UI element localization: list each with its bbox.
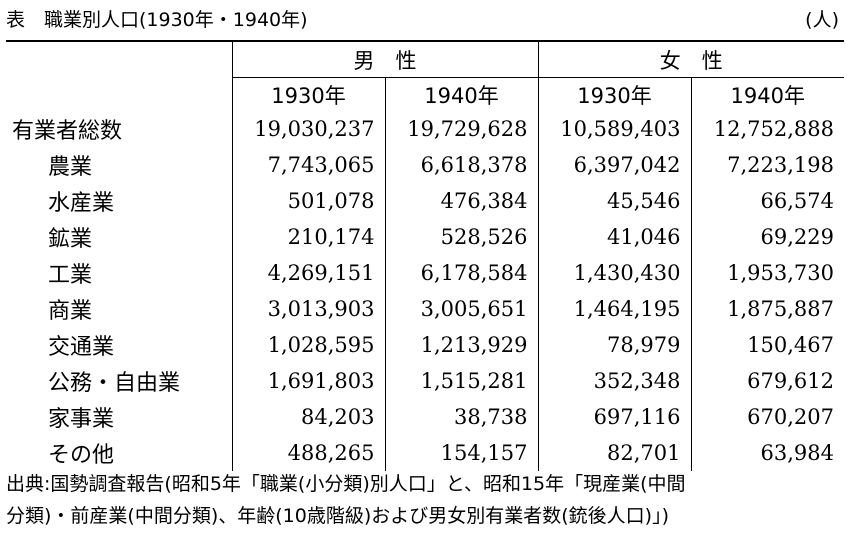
cell-m1930: 1,691,803 xyxy=(231,363,385,399)
table-row: 家事業 84,203 38,738 697,116 670,207 xyxy=(6,399,844,435)
header-female: 女 性 xyxy=(537,40,844,78)
row-label: 有業者総数 xyxy=(12,119,123,144)
row-label: その他 xyxy=(48,443,115,468)
table-row: 水産業 501,078 476,384 45,546 66,574 xyxy=(6,183,844,219)
source-line-1: 出典:国勢調査報告(昭和5年「職業(小分類)別人口」と、昭和15年「現産業(中間 xyxy=(6,473,686,495)
cell-f1930: 1,464,195 xyxy=(537,291,691,327)
cell-f1940: 1,875,887 xyxy=(690,291,844,327)
cell-f1940: 150,467 xyxy=(690,327,844,363)
table-row: 工業 4,269,151 6,178,584 1,430,430 1,953,730 xyxy=(6,255,844,291)
row-label: 商業 xyxy=(48,299,93,324)
cell-f1940: 63,984 xyxy=(690,435,844,471)
cell-f1940: 69,229 xyxy=(690,219,844,255)
table-caption: 表 職業別人口(1930年・1940年) (人) xyxy=(6,4,845,36)
table-body: 有業者総数 19,030,237 19,729,628 10,589,403 12,75… xyxy=(6,111,844,471)
cell-f1930: 78,979 xyxy=(537,327,691,363)
population-table: 男 性 女 性 1930年 1940年 1930年 1940年 有業者総数 19,… xyxy=(6,40,844,471)
cell-f1940: 7,223,198 xyxy=(690,147,844,183)
cell-m1930: 4,269,151 xyxy=(231,255,385,291)
table-row: 農業 7,743,065 6,618,378 6,397,042 7,223,198 xyxy=(6,147,844,183)
cell-m1940: 1,515,281 xyxy=(384,363,538,399)
cell-f1940: 670,207 xyxy=(690,399,844,435)
row-label: 家事業 xyxy=(48,407,115,432)
cell-f1930: 6,397,042 xyxy=(537,147,691,183)
source-note: 出典:国勢調査報告(昭和5年「職業(小分類)別人口」と、昭和15年「現産業(中間… xyxy=(6,468,846,532)
cell-m1940: 19,729,628 xyxy=(384,111,538,147)
table-row: 鉱業 210,174 528,526 41,046 69,229 xyxy=(6,219,844,255)
cell-f1930: 1,430,430 xyxy=(537,255,691,291)
cell-m1940: 154,157 xyxy=(384,435,538,471)
row-label: 鉱業 xyxy=(48,227,93,252)
cell-f1930: 352,348 xyxy=(537,363,691,399)
cell-f1930: 41,046 xyxy=(537,219,691,255)
cell-f1930: 10,589,403 xyxy=(537,111,691,147)
cell-m1930: 210,174 xyxy=(231,219,385,255)
header-male-1940: 1940年 xyxy=(384,77,538,111)
cell-m1940: 3,005,651 xyxy=(384,291,538,327)
header-male-1930: 1930年 xyxy=(231,77,385,111)
cell-m1940: 6,178,584 xyxy=(384,255,538,291)
cell-m1930: 501,078 xyxy=(231,183,385,219)
cell-m1930: 19,030,237 xyxy=(231,111,385,147)
table-row: 公務・自由業 1,691,803 1,515,281 352,348 679,612 xyxy=(6,363,844,399)
row-label: 交通業 xyxy=(48,335,115,360)
cell-m1940: 1,213,929 xyxy=(384,327,538,363)
cell-m1940: 528,526 xyxy=(384,219,538,255)
cell-f1940: 12,752,888 xyxy=(690,111,844,147)
header-row-year: 1930年 1940年 1930年 1940年 xyxy=(6,77,844,112)
row-label: 水産業 xyxy=(48,191,115,216)
table-row: 交通業 1,028,595 1,213,929 78,979 150,467 xyxy=(6,327,844,363)
unit-label: (人) xyxy=(805,9,839,31)
cell-f1930: 45,546 xyxy=(537,183,691,219)
row-label: 農業 xyxy=(48,155,93,180)
cell-f1930: 82,701 xyxy=(537,435,691,471)
cell-m1930: 84,203 xyxy=(231,399,385,435)
cell-m1930: 3,013,903 xyxy=(231,291,385,327)
cell-m1940: 38,738 xyxy=(384,399,538,435)
header-male: 男 性 xyxy=(231,40,538,78)
cell-f1940: 1,953,730 xyxy=(690,255,844,291)
cell-m1930: 7,743,065 xyxy=(231,147,385,183)
header-corner-2 xyxy=(6,78,232,112)
header-corner xyxy=(6,40,232,78)
table-row: その他 488,265 154,157 82,701 63,984 xyxy=(6,435,844,471)
cell-f1940: 66,574 xyxy=(690,183,844,219)
table-title: 表 職業別人口(1930年・1940年) xyxy=(6,9,308,31)
row-label: 工業 xyxy=(48,263,93,288)
header-row-gender: 男 性 女 性 xyxy=(6,40,844,78)
total-row: 有業者総数 19,030,237 19,729,628 10,589,403 12,75… xyxy=(6,111,844,147)
cell-m1940: 476,384 xyxy=(384,183,538,219)
header-female-1940: 1940年 xyxy=(690,77,844,111)
cell-m1930: 488,265 xyxy=(231,435,385,471)
table-row: 商業 3,013,903 3,005,651 1,464,195 1,875,887 xyxy=(6,291,844,327)
cell-m1930: 1,028,595 xyxy=(231,327,385,363)
header-female-1930: 1930年 xyxy=(537,77,691,111)
row-label: 公務・自由業 xyxy=(48,371,181,396)
cell-m1940: 6,618,378 xyxy=(384,147,538,183)
source-line-2: 分類)・前産業(中間分類)、年齢(10歳階級)および男女別有業者数(銃後人口)」… xyxy=(6,505,669,527)
cell-f1930: 697,116 xyxy=(537,399,691,435)
cell-f1940: 679,612 xyxy=(690,363,844,399)
